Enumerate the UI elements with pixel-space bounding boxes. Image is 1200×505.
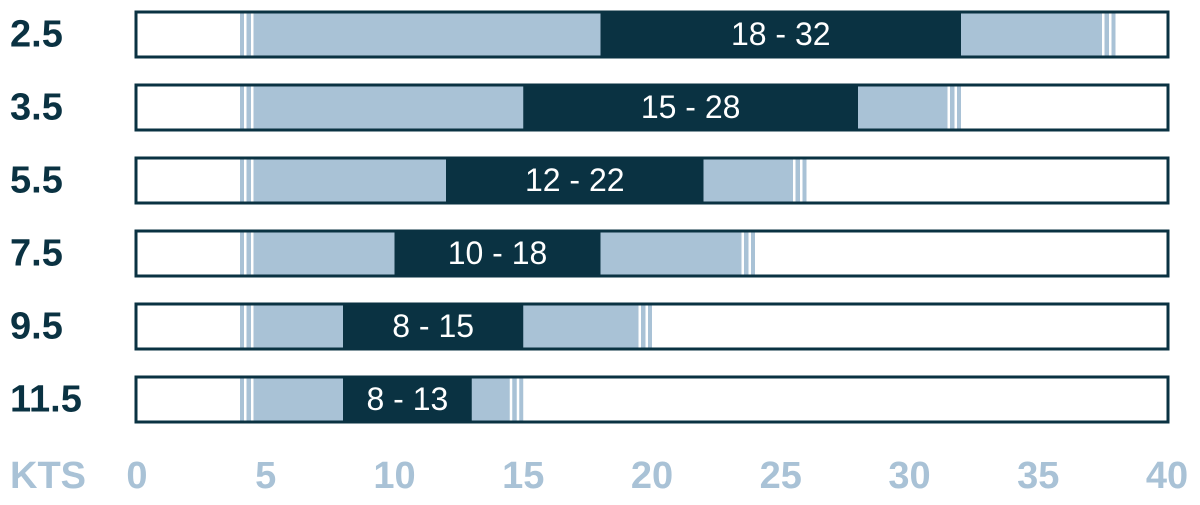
category-label: 9.5: [10, 306, 63, 348]
value-label: 8 - 15: [392, 308, 474, 344]
x-tick-label: 5: [255, 455, 276, 497]
stripe: [954, 86, 957, 129]
core-range: [446, 158, 704, 203]
core-range: [600, 12, 961, 57]
core-range: [523, 85, 858, 130]
stripe: [509, 378, 513, 421]
x-tick-label: 10: [373, 455, 415, 497]
category-label: 5.5: [10, 160, 63, 202]
value-label: 12 - 22: [525, 162, 625, 198]
stripe: [251, 305, 254, 348]
stripe: [244, 86, 247, 129]
stripe: [244, 159, 247, 202]
stripe: [251, 232, 254, 275]
stripe: [251, 378, 254, 421]
x-tick-label: 0: [126, 455, 147, 497]
stripe: [947, 86, 950, 129]
value-label: 15 - 28: [641, 89, 741, 125]
core-range: [394, 231, 601, 276]
x-axis-label: KTS: [10, 455, 86, 497]
stripe: [244, 13, 247, 56]
stripe: [251, 159, 254, 202]
stripe: [244, 305, 247, 348]
stripe: [244, 378, 247, 421]
x-tick-label: 40: [1146, 455, 1188, 497]
category-label: 3.5: [10, 87, 63, 129]
stripe: [645, 305, 648, 348]
stripe: [793, 159, 796, 202]
x-tick-label: 30: [888, 455, 930, 497]
stripe: [1109, 13, 1112, 56]
category-label: 7.5: [10, 233, 63, 275]
stripe: [516, 378, 520, 421]
stripe: [800, 159, 803, 202]
core-range: [343, 377, 472, 422]
value-label: 10 - 18: [448, 235, 548, 271]
stripe: [251, 13, 254, 56]
value-label: 18 - 32: [731, 16, 831, 52]
x-tick-label: 25: [760, 455, 802, 497]
stripe: [741, 232, 744, 275]
category-label: 2.5: [10, 14, 63, 56]
core-range: [343, 304, 524, 349]
stripe: [1102, 13, 1105, 56]
x-tick-label: 15: [502, 455, 544, 497]
stripe: [244, 232, 247, 275]
stripe: [748, 232, 751, 275]
x-tick-label: 20: [631, 455, 673, 497]
category-label: 11.5: [10, 379, 82, 421]
x-tick-label: 35: [1017, 455, 1059, 497]
value-label: 8 - 13: [366, 381, 448, 417]
stripe: [251, 86, 254, 129]
stripe: [638, 305, 641, 348]
